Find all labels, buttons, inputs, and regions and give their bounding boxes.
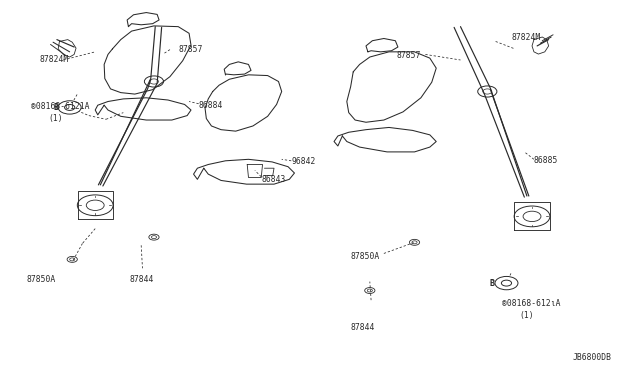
Text: 87850A: 87850A — [26, 275, 56, 284]
Text: 87844: 87844 — [130, 275, 154, 284]
Text: ®08168-6121A: ®08168-6121A — [31, 102, 90, 111]
Circle shape — [58, 101, 81, 114]
Text: B: B — [53, 103, 58, 112]
Text: 87857: 87857 — [397, 51, 421, 60]
Text: 87850A: 87850A — [351, 252, 380, 261]
Text: 87857: 87857 — [178, 45, 203, 54]
Text: 87844: 87844 — [351, 323, 375, 332]
Text: 86884: 86884 — [198, 101, 223, 110]
Text: 86843: 86843 — [261, 175, 285, 184]
Text: (1): (1) — [49, 114, 63, 123]
Text: 96842: 96842 — [291, 157, 316, 166]
Text: 87824M: 87824M — [511, 33, 541, 42]
Text: B: B — [490, 279, 495, 288]
Circle shape — [495, 276, 518, 290]
Text: JB6800DB: JB6800DB — [572, 353, 611, 362]
Text: 87824M: 87824M — [39, 55, 68, 64]
Text: (1): (1) — [519, 311, 534, 320]
Text: ®08168-612ιA: ®08168-612ιA — [502, 299, 561, 308]
Text: 86885: 86885 — [534, 156, 558, 165]
